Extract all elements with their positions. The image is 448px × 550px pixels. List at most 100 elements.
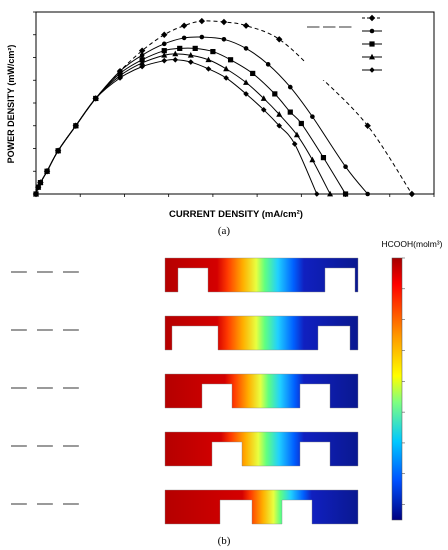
heatmap-row: [11, 257, 359, 293]
data-point: [369, 41, 375, 47]
data-point: [55, 147, 61, 154]
series-line: [35, 20, 413, 195]
colorbar-gradient: [391, 257, 403, 521]
data-point: [210, 48, 216, 55]
data-point: [369, 28, 375, 34]
data-point: [243, 79, 250, 85]
data-point: [369, 53, 375, 60]
heatmap-rows: [11, 257, 359, 525]
data-point: [177, 45, 183, 51]
data-point: [368, 14, 376, 22]
concentration-map: [164, 257, 359, 293]
legend-ratio-header: [305, 14, 433, 80]
x-axis-label: CURRENT DENSITY (mA/cm²): [169, 209, 303, 220]
data-point: [139, 52, 145, 58]
y-axis-label: POWER DENSITY (mW/cm²): [6, 45, 16, 164]
data-point: [320, 155, 327, 161]
power-density-chart: CURRENT DENSITY (mA/cm²) POWER DENSITY (…: [6, 11, 435, 237]
legend-entries: [362, 14, 382, 73]
data-point: [205, 56, 212, 63]
legend-item: [362, 53, 382, 60]
data-point: [198, 17, 206, 25]
data-point: [221, 37, 227, 42]
data-point: [161, 41, 167, 47]
data-point: [172, 56, 179, 63]
heatmap-row: [11, 315, 359, 351]
data-point: [272, 91, 278, 97]
data-point: [161, 52, 168, 58]
ratio-equation: [11, 503, 79, 505]
data-point: [172, 50, 179, 57]
series-line: [35, 53, 331, 195]
data-point: [223, 75, 229, 81]
ratio-equation: [11, 387, 79, 389]
concentration-map: [164, 489, 359, 525]
data-point: [192, 45, 198, 51]
ratio-equation: [11, 271, 79, 273]
data-point: [44, 168, 50, 175]
ratio-equation: [11, 445, 79, 447]
data-point: [37, 179, 44, 186]
data-point: [243, 91, 249, 97]
legend-item: [362, 28, 382, 34]
data-point: [260, 107, 267, 113]
data-point: [187, 59, 194, 65]
legend-item: [362, 67, 382, 73]
data-point: [220, 18, 228, 26]
data-point: [250, 70, 256, 77]
data-point: [139, 63, 145, 70]
heatmap-row: [11, 489, 359, 525]
colorbar-ticks: [402, 257, 405, 505]
data-point: [276, 122, 283, 129]
legend-background: [305, 14, 433, 80]
heatmap-row: [11, 373, 359, 409]
colorbar-label: HCOOH(molm³): [382, 239, 443, 249]
legend-item: [362, 14, 382, 22]
concentration-map: [164, 431, 359, 467]
concentration-map: [164, 373, 359, 409]
data-point: [265, 62, 271, 67]
data-point: [138, 47, 146, 54]
data-point: [161, 31, 168, 38]
data-point: [298, 120, 304, 127]
legend-item: [362, 41, 382, 47]
data-point: [243, 46, 249, 51]
data-point: [73, 122, 79, 129]
data-point: [260, 95, 267, 101]
caption-b: (b): [218, 535, 231, 547]
data-point: [287, 84, 293, 90]
data-point: [276, 36, 283, 43]
heatmap-row: [11, 431, 359, 467]
data-point: [205, 66, 212, 72]
concentration-map: [164, 315, 359, 351]
data-point: [223, 65, 230, 72]
data-point: [364, 122, 371, 129]
data-point: [276, 111, 283, 117]
data-point: [343, 164, 348, 169]
data-point: [187, 52, 194, 58]
data-point: [227, 57, 234, 63]
data-point: [139, 59, 146, 66]
legend: [305, 14, 433, 80]
data-point: [35, 184, 42, 190]
caption-a: (a): [218, 225, 231, 237]
data-point: [287, 109, 293, 115]
data-point: [181, 35, 187, 41]
axes: [33, 11, 435, 197]
series-0.4-1-1.6: [33, 56, 320, 197]
data-point: [291, 141, 298, 147]
colorbar: HCOOH(molm³): [382, 239, 443, 521]
data-point: [242, 22, 250, 29]
data-point: [309, 156, 316, 163]
data-point: [117, 75, 123, 81]
series-1-1-1: [33, 45, 349, 197]
data-point: [293, 131, 300, 138]
data-point: [199, 34, 205, 40]
data-point: [180, 22, 188, 29]
data-point: [92, 95, 99, 102]
data-point: [161, 57, 168, 64]
data-point: [310, 114, 315, 119]
data-point: [161, 48, 167, 54]
